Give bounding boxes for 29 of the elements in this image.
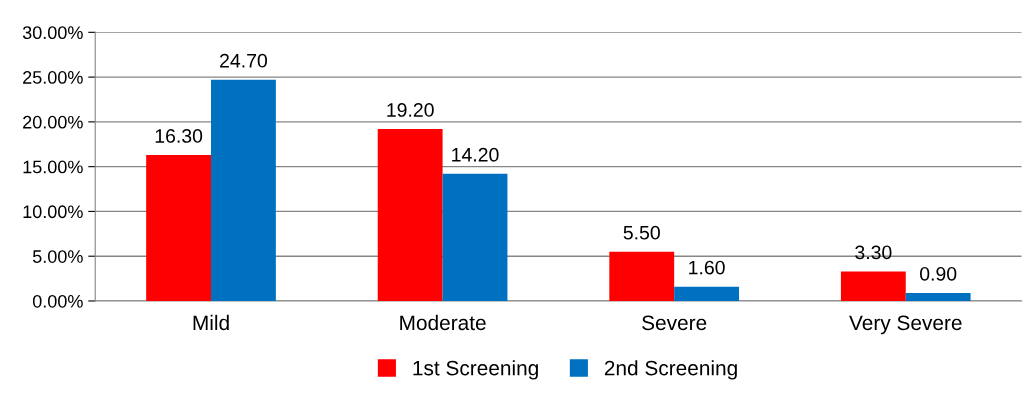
data-label: 1.60 xyxy=(689,260,725,275)
data-label: 16.30 xyxy=(155,129,203,143)
x-tick-label: Moderate xyxy=(400,314,486,331)
bar xyxy=(211,79,276,301)
data-label: 3.30 xyxy=(855,245,892,260)
data-label: 24.70 xyxy=(220,53,267,68)
bar xyxy=(905,292,971,301)
y-tick-label: 25.00% xyxy=(23,71,83,84)
y-tick-label: 5.00% xyxy=(32,250,83,263)
data-label: 14.20 xyxy=(452,147,499,162)
y-tick-label: 10.00% xyxy=(23,205,83,219)
data-label: 19.20 xyxy=(387,103,434,117)
y-tick-label: 15.00% xyxy=(23,160,83,174)
x-tick-label: Very Severe xyxy=(849,315,962,335)
y-tick-label: 30.00% xyxy=(22,26,83,40)
y-tick-label: 20.00% xyxy=(23,115,83,129)
data-label: 0.90 xyxy=(920,266,957,281)
bar xyxy=(442,173,508,301)
x-tick-label: Severe xyxy=(642,315,707,331)
bar xyxy=(840,271,906,301)
bar xyxy=(377,129,443,301)
bar xyxy=(609,251,675,301)
legend-label: 2nd Screening xyxy=(604,360,737,380)
y-tick-label: 0.00% xyxy=(32,294,83,308)
legend-label: 1st Screening xyxy=(413,360,538,380)
x-tick-label: Mild xyxy=(193,314,229,331)
bar xyxy=(146,155,212,301)
data-label: 5.50 xyxy=(623,225,660,240)
bar xyxy=(674,286,740,301)
